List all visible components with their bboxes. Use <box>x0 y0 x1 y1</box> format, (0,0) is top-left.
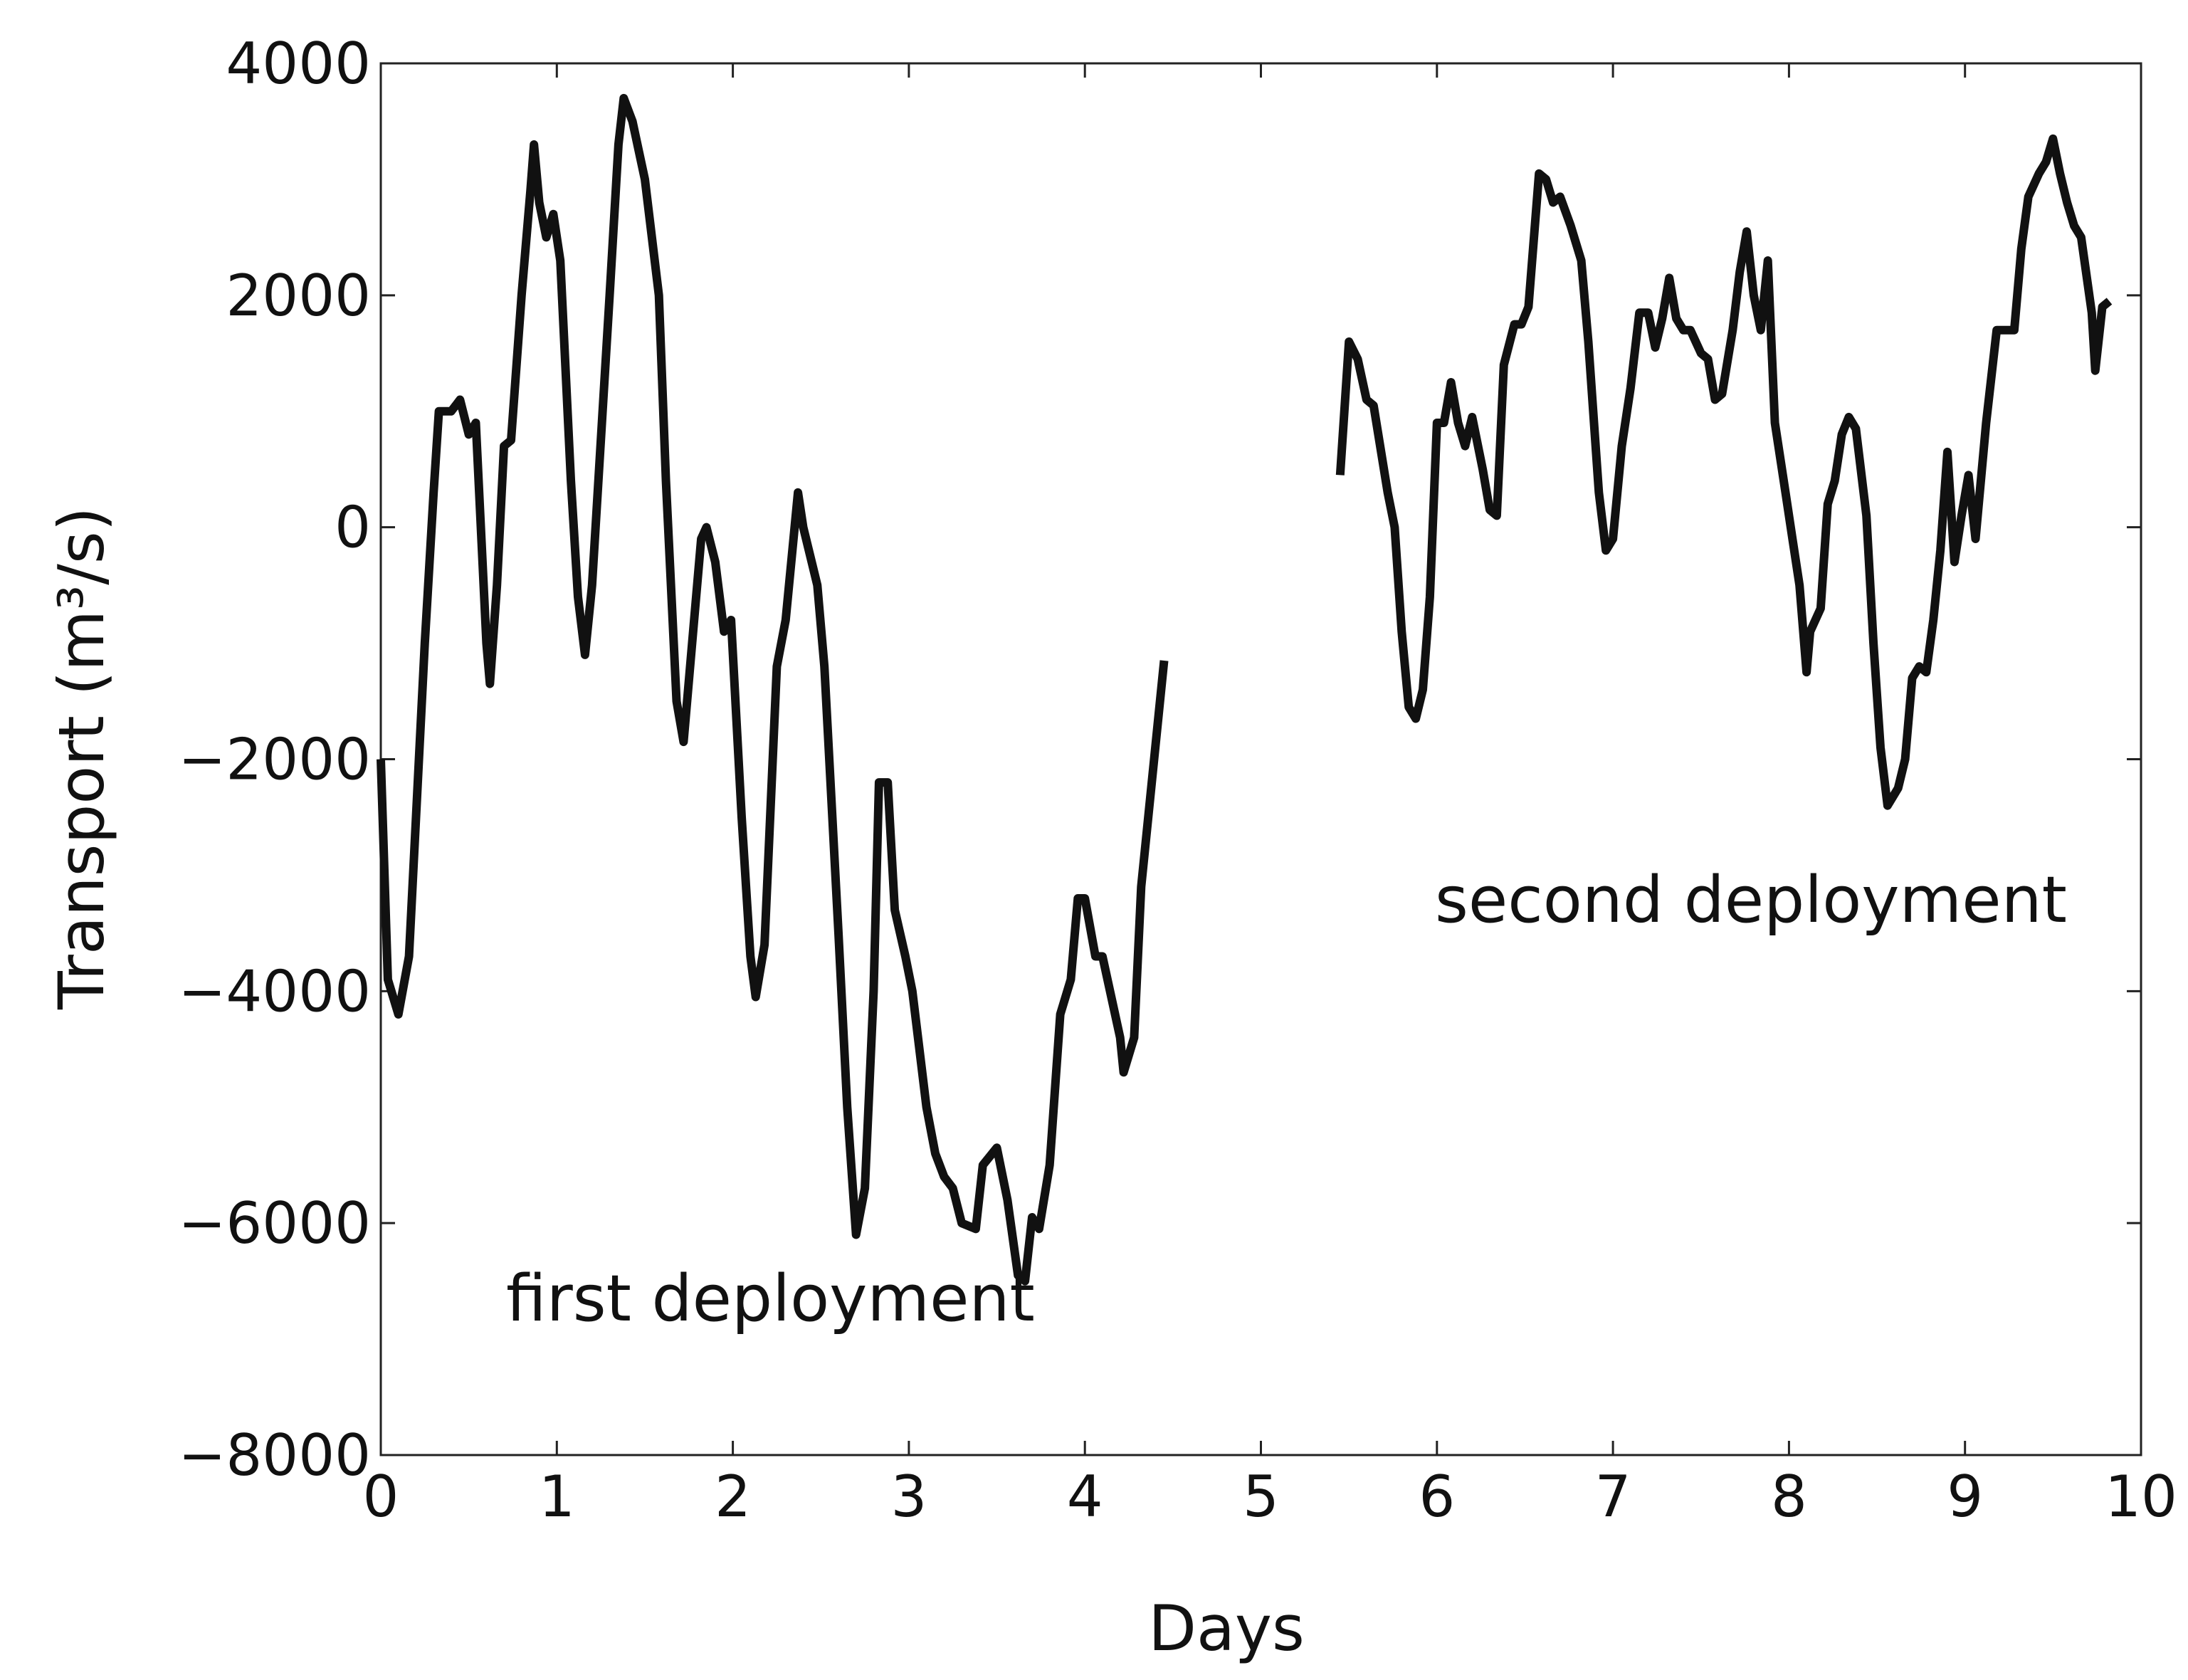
y-tick-label: −2000 <box>178 727 371 793</box>
x-axis-label: Days <box>1148 1592 1305 1665</box>
x-tick-label: 3 <box>890 1464 927 1530</box>
x-tick-label: 5 <box>1243 1464 1279 1530</box>
y-tick-label: −8000 <box>178 1422 371 1489</box>
x-tick-label: 10 <box>2105 1464 2177 1530</box>
x-tick-label: 7 <box>1595 1464 1631 1530</box>
annotation: second deployment <box>1435 863 2067 938</box>
y-tick-label: −4000 <box>178 958 371 1024</box>
annotation: first deployment <box>506 1261 1035 1336</box>
plot-frame <box>379 62 2142 1456</box>
data-line <box>377 93 2113 1286</box>
y-tick-label: −6000 <box>178 1190 371 1256</box>
x-tick-label: 8 <box>1771 1464 1807 1530</box>
y-tick-label: 2000 <box>226 263 371 329</box>
x-tick-label: 0 <box>363 1464 399 1530</box>
y-tick-label: 0 <box>335 495 371 561</box>
x-tick-label: 2 <box>715 1464 751 1530</box>
x-tick-label: 6 <box>1419 1464 1455 1530</box>
x-tick-label: 9 <box>1947 1464 1983 1530</box>
x-tick-label: 4 <box>1067 1464 1103 1530</box>
y-tick-label: 4000 <box>226 31 371 97</box>
y-axis-label: Transport (m³/s) <box>45 507 118 1010</box>
x-tick-label: 1 <box>539 1464 575 1530</box>
